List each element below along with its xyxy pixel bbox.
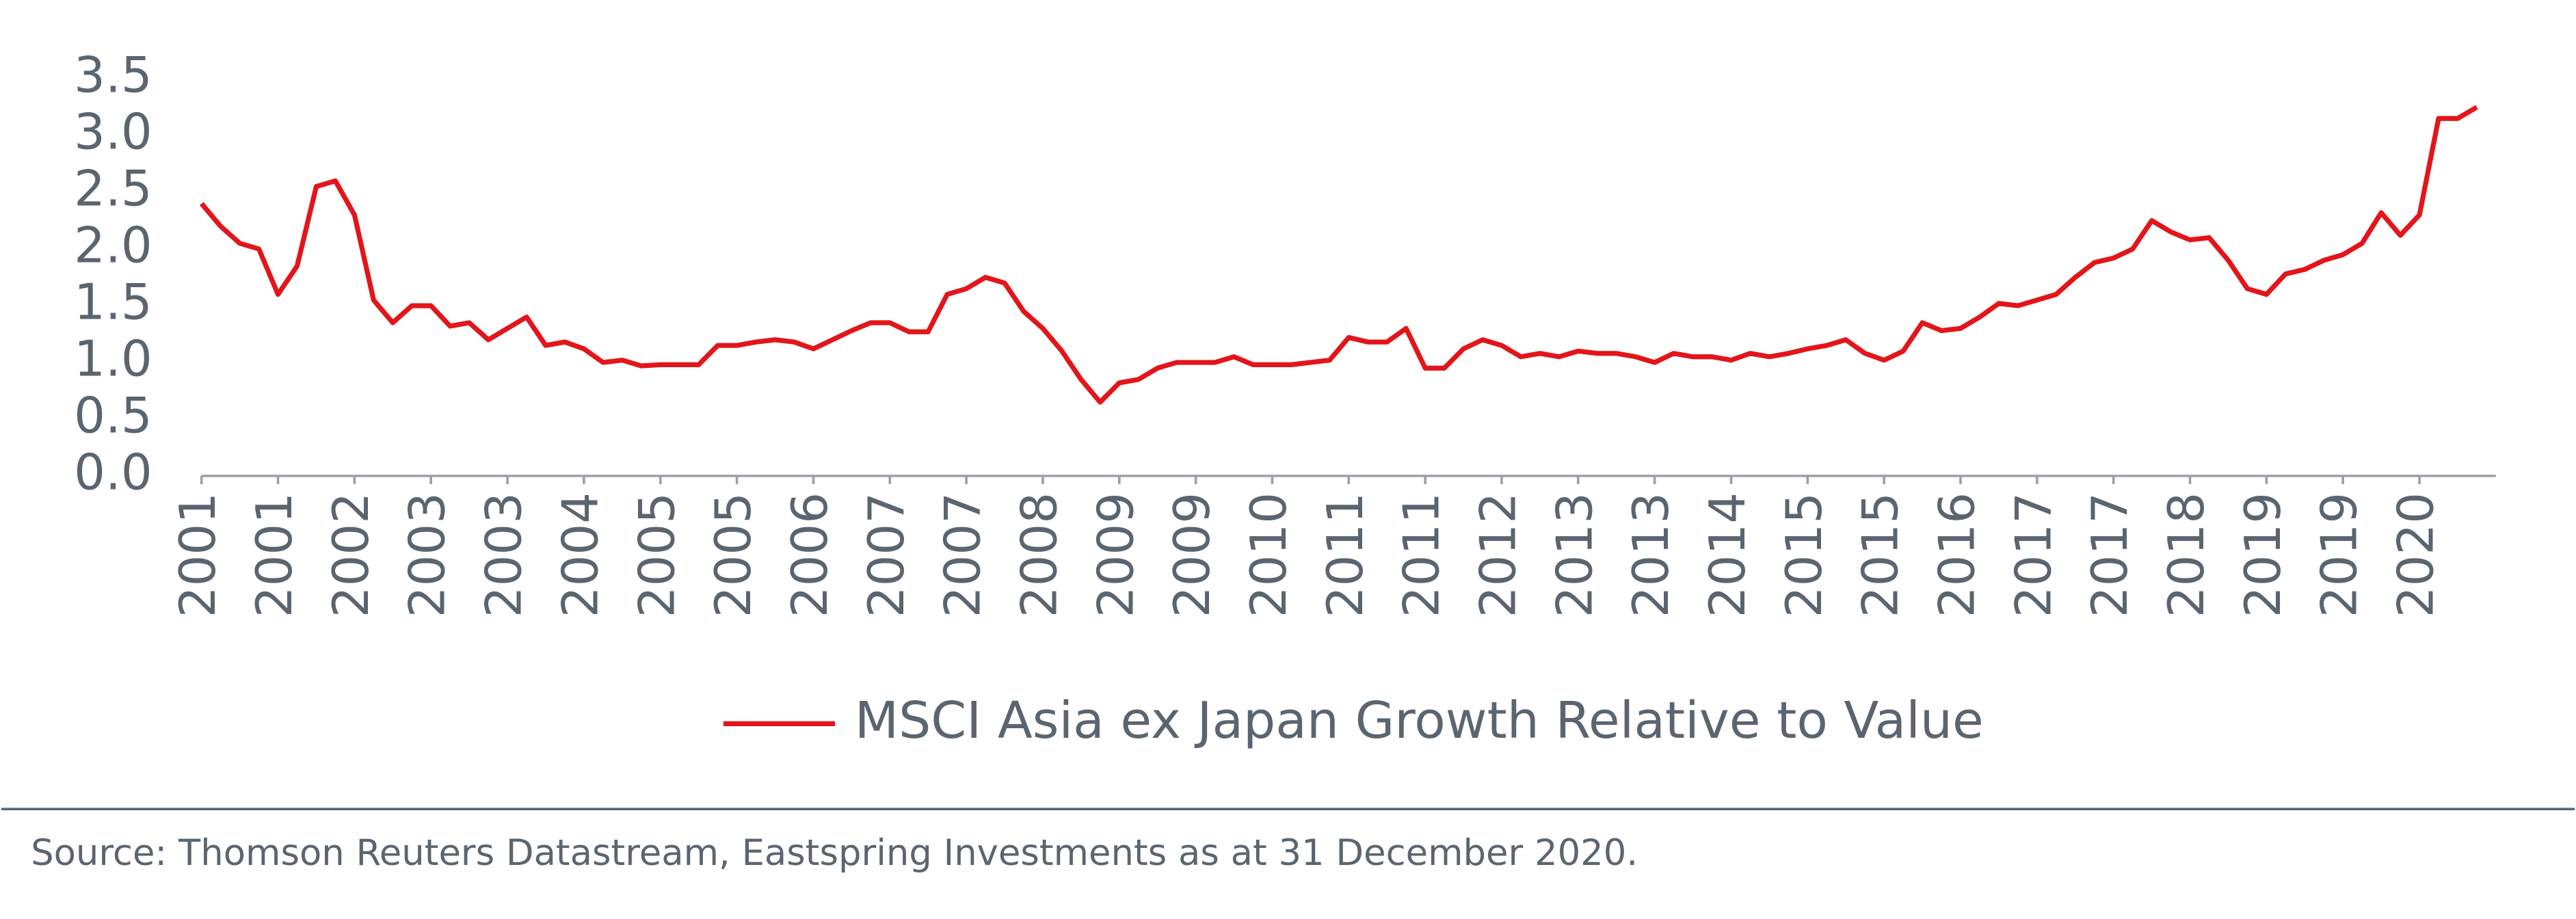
y-tick-label: 1.5 bbox=[74, 274, 152, 331]
x-tick-label: 2004 bbox=[551, 492, 609, 617]
x-tick-label: 2010 bbox=[1240, 492, 1297, 617]
x-tick-label: 2015 bbox=[1775, 492, 1833, 617]
x-tick-label: 2019 bbox=[2311, 492, 2368, 617]
x-tick-label: 2018 bbox=[2157, 492, 2215, 617]
x-tick-label: 2007 bbox=[934, 492, 992, 617]
x-tick-label: 2014 bbox=[1699, 492, 1756, 617]
x-tick-label: 2003 bbox=[399, 492, 456, 617]
x-tick-label: 2009 bbox=[1163, 492, 1221, 617]
x-tick-label: 2012 bbox=[1469, 492, 1526, 617]
x-tick-label: 2005 bbox=[704, 492, 762, 617]
x-tick-label: 2019 bbox=[2234, 492, 2292, 617]
x-tick-label: 2006 bbox=[781, 492, 838, 617]
legend-label: MSCI Asia ex Japan Growth Relative to Va… bbox=[855, 691, 1984, 750]
y-tick-label: 2.5 bbox=[74, 160, 152, 217]
x-tick-label: 2013 bbox=[1622, 492, 1679, 617]
x-tick-label: 2016 bbox=[1928, 492, 1986, 617]
x-tick-label: 2003 bbox=[475, 492, 533, 617]
source-note: Source: Thomson Reuters Datastream, East… bbox=[31, 832, 1638, 874]
x-tick-label: 2008 bbox=[1010, 492, 1067, 617]
x-tick-label: 2002 bbox=[322, 492, 380, 617]
x-tick-label: 2013 bbox=[1545, 492, 1603, 617]
x-tick-label: 2011 bbox=[1316, 492, 1374, 617]
x-tick-label: 2009 bbox=[1087, 492, 1144, 617]
x-tick-label: 2011 bbox=[1393, 492, 1450, 617]
x-tick-label: 2001 bbox=[169, 492, 226, 617]
data-line bbox=[199, 105, 2478, 405]
y-tick-label: 1.0 bbox=[74, 330, 152, 388]
x-tick-label: 2001 bbox=[245, 492, 303, 617]
x-tick-label: 2017 bbox=[2004, 492, 2062, 617]
x-tick-label: 2015 bbox=[1852, 492, 1909, 617]
y-tick-label: 0.5 bbox=[74, 387, 152, 444]
y-tick-label: 3.5 bbox=[74, 46, 152, 104]
y-tick-label: 0.0 bbox=[74, 444, 152, 501]
y-tick-label: 3.0 bbox=[74, 103, 152, 161]
x-tick-label: 2007 bbox=[858, 492, 915, 617]
x-tick-label: 2017 bbox=[2081, 492, 2138, 617]
x-tick-label: 2020 bbox=[2387, 492, 2445, 617]
x-tick-label: 2005 bbox=[628, 492, 685, 617]
y-tick-label: 2.0 bbox=[74, 217, 152, 274]
